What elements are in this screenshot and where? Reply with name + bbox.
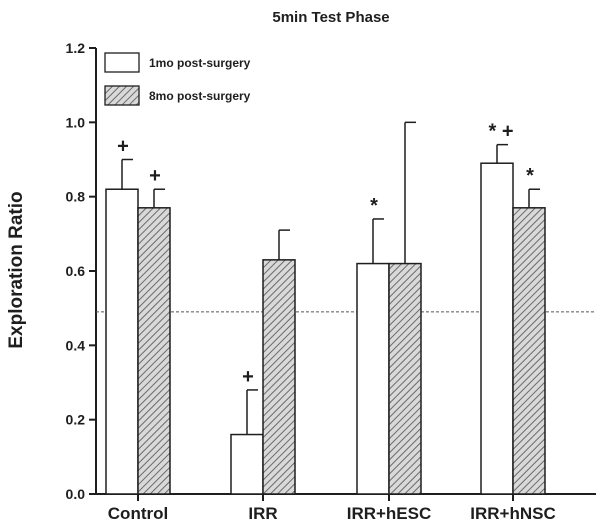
y-tick-label: 1.2: [66, 40, 86, 56]
bar: [480, 162, 514, 495]
significance-marker: *: [370, 195, 378, 217]
category-label: Control: [108, 504, 168, 523]
y-axis-label: Exploration Ratio: [6, 191, 27, 348]
chart-title: 5min Test Phase: [272, 9, 389, 26]
legend-swatch: [104, 52, 140, 73]
category-label: IRR: [248, 504, 277, 523]
bar: [512, 207, 546, 495]
category-label: IRR+hNSC: [470, 504, 555, 523]
y-tick-label: 0.8: [66, 189, 86, 205]
y-tick-label: 1.0: [66, 114, 86, 130]
axes: 0.0 0.2 0.4 0.6 0.8 1.0 1.2 Control IRR IRR+hESC I…: [66, 40, 596, 523]
y-tick-label: 0.6: [66, 263, 86, 279]
y-tick-label: 0.4: [66, 337, 86, 353]
significance-marker: +: [149, 165, 161, 187]
significance-marker: *: [526, 165, 534, 187]
bar: [230, 433, 264, 495]
bar: [137, 207, 171, 495]
y-tick-label: 0.0: [66, 486, 86, 502]
bars: + + + * * + *: [105, 121, 546, 495]
legend-label: 8mo post-surgery: [149, 89, 251, 103]
significance-marker: +: [117, 136, 129, 158]
legend-swatch: [104, 85, 140, 106]
bar: [356, 262, 390, 495]
bar: [105, 188, 139, 495]
legend: 1mo post-surgery 8mo post-surgery: [104, 52, 251, 106]
y-tick-label: 0.2: [66, 412, 86, 428]
legend-label: 1mo post-surgery: [149, 56, 251, 70]
bar: [388, 262, 422, 495]
bar: [262, 259, 296, 495]
significance-marker: +: [242, 366, 254, 388]
significance-marker: * +: [488, 121, 513, 143]
category-label: IRR+hESC: [347, 504, 432, 523]
